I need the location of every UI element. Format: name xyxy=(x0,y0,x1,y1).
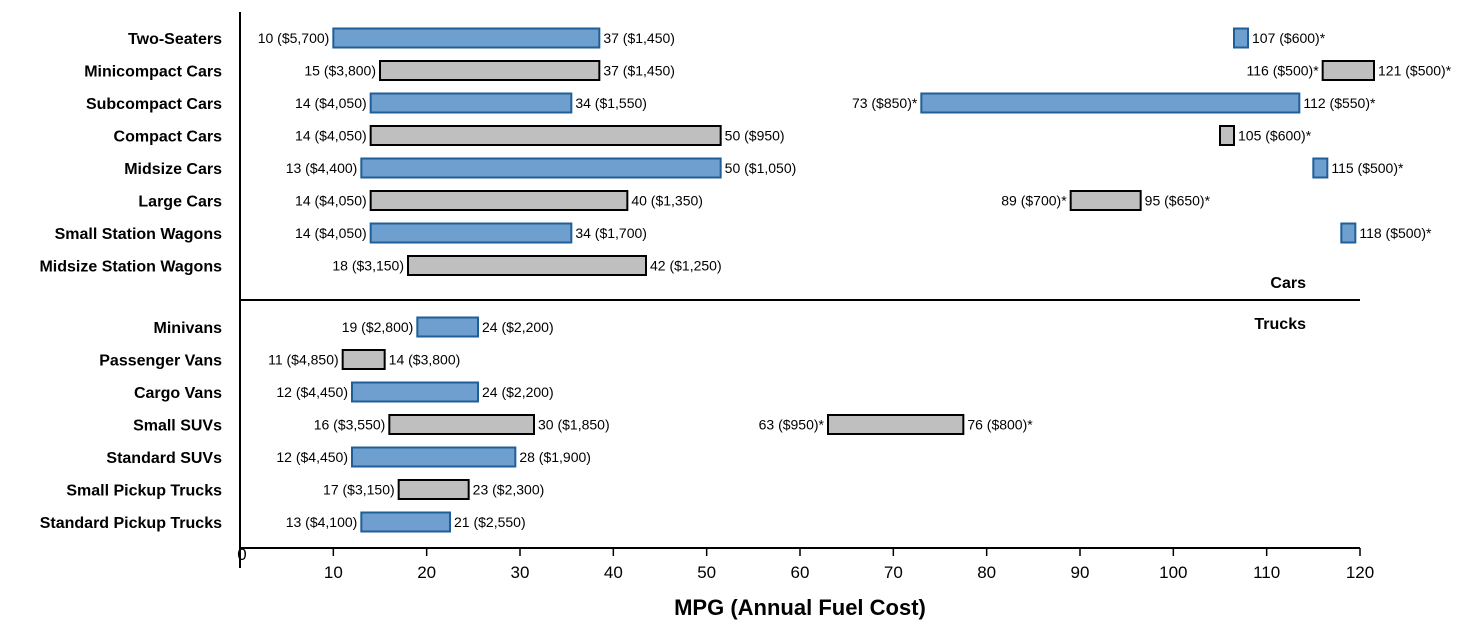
range-min-label: 12 ($4,450) xyxy=(276,449,348,465)
range-min-label: 89 ($700)* xyxy=(1001,193,1067,209)
category-label: Small SUVs xyxy=(133,418,222,435)
category-label: Small Station Wagons xyxy=(55,226,223,243)
range-max-label: 24 ($2,200) xyxy=(482,384,554,400)
range-bar xyxy=(1233,27,1249,49)
range-max-label: 121 ($500)* xyxy=(1378,63,1452,79)
range-max-label: 95 ($650)* xyxy=(1145,193,1211,209)
range-max-label: 50 ($1,050) xyxy=(725,160,797,176)
range-max-label: 118 ($500)* xyxy=(1359,225,1432,241)
range-bar xyxy=(341,349,386,370)
range-max-label: 37 ($1,450) xyxy=(603,30,675,46)
x-tick-label: 120 xyxy=(1346,563,1374,582)
range-min-label: 18 ($3,150) xyxy=(332,258,404,274)
range-bar xyxy=(369,92,573,114)
range-min-label: 116 ($500)* xyxy=(1247,63,1320,79)
range-min-label: 15 ($3,800) xyxy=(304,63,376,79)
range-bar xyxy=(827,414,965,435)
x-tick-label: 40 xyxy=(604,563,623,582)
range-max-label: 24 ($2,200) xyxy=(482,319,554,335)
category-label: Minivans xyxy=(154,320,223,337)
category-label: Small Pickup Trucks xyxy=(66,483,222,500)
range-min-label: 11 ($4,850) xyxy=(268,352,339,368)
range-min-label: 14 ($4,050) xyxy=(295,128,367,144)
range-max-label: 30 ($1,850) xyxy=(538,417,610,433)
x-tick-label: 90 xyxy=(1071,563,1090,582)
range-bar xyxy=(351,381,479,403)
range-min-label: 12 ($4,450) xyxy=(276,384,348,400)
category-label: Minicompact Cars xyxy=(84,64,222,81)
category-label: Midsize Station Wagons xyxy=(39,259,222,276)
range-bar xyxy=(1321,60,1375,81)
range-bar xyxy=(388,414,536,435)
range-max-label: 34 ($1,550) xyxy=(575,95,647,111)
range-bar xyxy=(360,157,722,179)
category-label: Standard SUVs xyxy=(106,450,222,467)
range-bar xyxy=(1312,157,1329,179)
origin-label: 0 xyxy=(237,545,246,564)
range-max-label: 34 ($1,700) xyxy=(575,225,647,241)
section-label-trucks: Trucks xyxy=(1254,316,1306,333)
category-label: Standard Pickup Trucks xyxy=(40,515,222,532)
x-tick-label: 100 xyxy=(1159,563,1187,582)
range-max-label: 50 ($950) xyxy=(725,128,785,144)
range-max-label: 37 ($1,450) xyxy=(603,63,675,79)
range-max-label: 105 ($600)* xyxy=(1238,128,1312,144)
x-tick-label: 10 xyxy=(324,563,343,582)
category-label: Midsize Cars xyxy=(124,161,222,178)
range-min-label: 14 ($4,050) xyxy=(295,193,367,209)
range-max-label: 23 ($2,300) xyxy=(473,482,545,498)
range-min-label: 63 ($950)* xyxy=(759,417,825,433)
range-bar xyxy=(920,92,1301,114)
range-max-label: 107 ($600)* xyxy=(1252,30,1326,46)
range-max-label: 112 ($550)* xyxy=(1303,95,1376,111)
range-min-label: 73 ($850)* xyxy=(852,95,918,111)
range-max-label: 28 ($1,900) xyxy=(519,449,591,465)
x-tick-label: 70 xyxy=(884,563,903,582)
range-min-label: 16 ($3,550) xyxy=(314,417,386,433)
range-max-label: 14 ($3,800) xyxy=(389,352,461,368)
range-bar xyxy=(1219,125,1235,146)
category-label: Large Cars xyxy=(138,194,222,211)
category-label: Passenger Vans xyxy=(99,353,222,370)
range-bar xyxy=(351,446,517,468)
range-min-label: 17 ($3,150) xyxy=(323,482,395,498)
range-bar xyxy=(1340,222,1357,244)
range-bar xyxy=(1069,190,1142,211)
range-min-label: 14 ($4,050) xyxy=(295,95,367,111)
range-bar xyxy=(379,60,601,81)
range-min-label: 14 ($4,050) xyxy=(295,225,367,241)
range-bar xyxy=(369,190,629,211)
category-label: Compact Cars xyxy=(114,129,223,146)
range-bar xyxy=(416,316,480,338)
range-min-label: 19 ($2,800) xyxy=(342,319,414,335)
range-max-label: 42 ($1,250) xyxy=(650,258,722,274)
range-min-label: 10 ($5,700) xyxy=(258,30,330,46)
x-tick-label: 60 xyxy=(791,563,810,582)
category-label: Subcompact Cars xyxy=(86,96,222,113)
range-max-label: 76 ($800)* xyxy=(967,417,1033,433)
x-tick-label: 80 xyxy=(977,563,996,582)
range-max-label: 40 ($1,350) xyxy=(631,193,703,209)
range-min-label: 13 ($4,400) xyxy=(286,160,358,176)
range-min-label: 13 ($4,100) xyxy=(286,514,358,530)
range-max-label: 21 ($2,550) xyxy=(454,514,526,530)
range-bar xyxy=(407,255,647,276)
range-bar xyxy=(369,222,573,244)
x-tick-label: 50 xyxy=(697,563,716,582)
range-bar xyxy=(397,479,470,500)
range-bar xyxy=(360,511,452,533)
x-axis-title: MPG (Annual Fuel Cost) xyxy=(674,595,926,620)
range-bar xyxy=(332,27,601,49)
x-tick-label: 110 xyxy=(1253,563,1280,582)
category-label: Two-Seaters xyxy=(128,31,222,48)
x-tick-label: 30 xyxy=(511,563,530,582)
range-max-label: 115 ($500)* xyxy=(1331,160,1404,176)
x-tick-label: 20 xyxy=(417,563,436,582)
section-label-cars: Cars xyxy=(1270,275,1306,292)
range-bar xyxy=(369,125,722,146)
category-label: Cargo Vans xyxy=(134,385,222,402)
